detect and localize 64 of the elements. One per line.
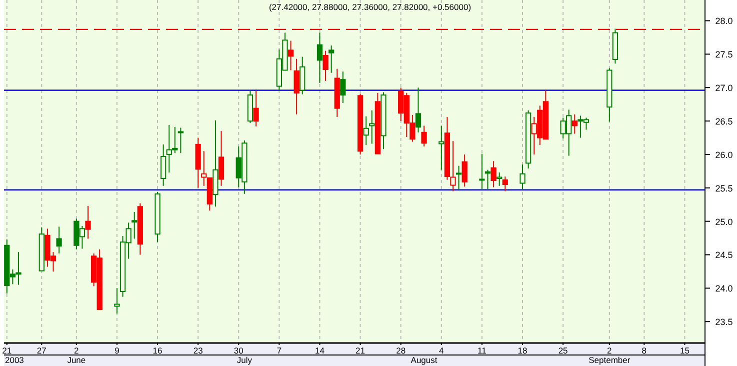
candlestick: [253, 90, 259, 127]
x-tick-label: 23: [193, 346, 204, 356]
candlestick: [496, 172, 502, 186]
x-tick-label: 27: [36, 346, 47, 356]
x-tick-label: 2: [607, 346, 612, 356]
candlestick: [484, 169, 491, 190]
x-tick-label: 7: [276, 346, 282, 356]
x-tick-label: 8: [642, 346, 647, 356]
x2-tick-label: September: [588, 355, 630, 365]
y-tick-label: 25.5: [715, 183, 733, 194]
y-tick-label: 23.5: [715, 317, 733, 328]
x-tick-label: 28: [396, 346, 406, 356]
y-tick-label: 24.0: [715, 284, 733, 294]
x-tick-label: 4: [439, 346, 444, 356]
candlestick: [294, 58, 300, 115]
candlestick: [56, 226, 62, 254]
candlestick: [322, 50, 328, 82]
candlestick: [114, 288, 120, 314]
candlestick: [340, 71, 346, 104]
candlestick: [462, 154, 468, 188]
x2-tick-label: July: [236, 355, 253, 365]
x-tick-label: 25: [558, 346, 568, 356]
candlestick: [85, 205, 91, 240]
x-tick-label: 11: [478, 346, 487, 356]
candlestick: [132, 211, 138, 240]
candlestick: [479, 153, 485, 190]
x-tick-label: 2: [74, 346, 80, 356]
x-tick-label: 21: [356, 346, 366, 356]
y-tick-label: 26.0: [715, 150, 733, 160]
candlestick: [178, 127, 184, 154]
y-tick-label: 24.5: [715, 250, 733, 260]
x-tick-label: 14: [315, 346, 325, 356]
candlestick: [520, 164, 526, 190]
candlestick: [363, 116, 369, 146]
x-tick-label: 21: [2, 346, 12, 356]
chart-title: (27.42000, 27.88000, 27.36000, 27.82000, +0.56000): [268, 2, 472, 12]
candlestick: [218, 130, 224, 186]
candlestick: [201, 150, 207, 186]
x2-tick-label: August: [410, 355, 438, 365]
candlestick: [300, 56, 306, 95]
candlestick: [415, 87, 422, 133]
candlestick: [328, 44, 334, 74]
candlestick: [490, 160, 496, 188]
candlestick: [572, 114, 578, 134]
x2-tick-label: June: [67, 355, 86, 365]
x-tick-label: 9: [114, 346, 120, 356]
y-tick-label: 27.5: [715, 50, 733, 60]
x-tick-label: 30: [234, 346, 244, 356]
y-tick-label: 25.0: [715, 216, 733, 227]
candlestick: [369, 110, 375, 144]
x-tick-label: 18: [518, 346, 528, 356]
y-tick-label: 27.0: [715, 83, 733, 94]
y-tick-label: 26.5: [715, 116, 733, 127]
candlestick: [316, 32, 323, 84]
candlestick: [438, 125, 444, 170]
candlestick: [502, 176, 508, 192]
x-tick-label: 15: [680, 346, 690, 356]
candlestick: [288, 40, 294, 71]
candlestick: [160, 144, 166, 186]
x-tick-label: 16: [152, 346, 163, 356]
candlestick: [456, 165, 462, 190]
text: 2003: [5, 355, 24, 365]
y-tick-label: 28.0: [715, 16, 733, 26]
candlestick: [421, 125, 427, 147]
